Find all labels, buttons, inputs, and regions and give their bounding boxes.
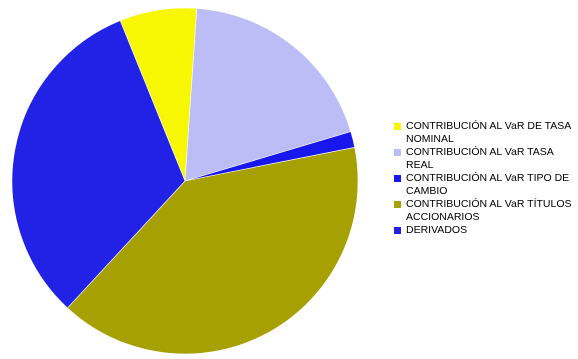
pie-slice-titulos-accionarios — [67, 147, 359, 355]
pie-slice-tasa-real — [184, 8, 352, 182]
legend-swatch-tasa-nominal — [394, 123, 401, 130]
legend-swatch-tasa-real — [394, 149, 401, 156]
legend-item-titulos-accionarios: CONTRIBUCIÓN AL VaR TÍTULOS ACCIONARIOS — [394, 198, 574, 224]
legend-swatch-tipo-de-cambio — [394, 175, 401, 182]
legend-swatch-titulos-accionarios — [394, 201, 401, 208]
pie-slice-derivados — [11, 20, 186, 309]
legend-item-tasa-real: CONTRIBUCIÓN AL VaR TASA REAL — [394, 146, 574, 172]
legend-label-titulos-accionarios: CONTRIBUCIÓN AL VaR TÍTULOS ACCIONARIOS — [406, 198, 572, 223]
legend-swatch-derivados — [394, 227, 401, 234]
legend-label-derivados: DERIVADOS — [406, 224, 468, 236]
legend-label-tasa-nominal: CONTRIBUCIÓN AL VaR DE TASA NOMINAL — [406, 120, 571, 145]
legend-item-tasa-nominal: CONTRIBUCIÓN AL VaR DE TASA NOMINAL — [394, 120, 574, 146]
legend-label-tasa-real: CONTRIBUCIÓN AL VaR TASA REAL — [406, 146, 554, 171]
legend: CONTRIBUCIÓN AL VaR DE TASA NOMINAL CONT… — [394, 120, 574, 237]
legend-label-tipo-de-cambio: CONTRIBUCIÓN AL VaR TIPO DE CAMBIO — [406, 172, 570, 197]
legend-item-tipo-de-cambio: CONTRIBUCIÓN AL VaR TIPO DE CAMBIO — [394, 172, 574, 198]
legend-item-derivados: DERIVADOS — [394, 224, 574, 237]
